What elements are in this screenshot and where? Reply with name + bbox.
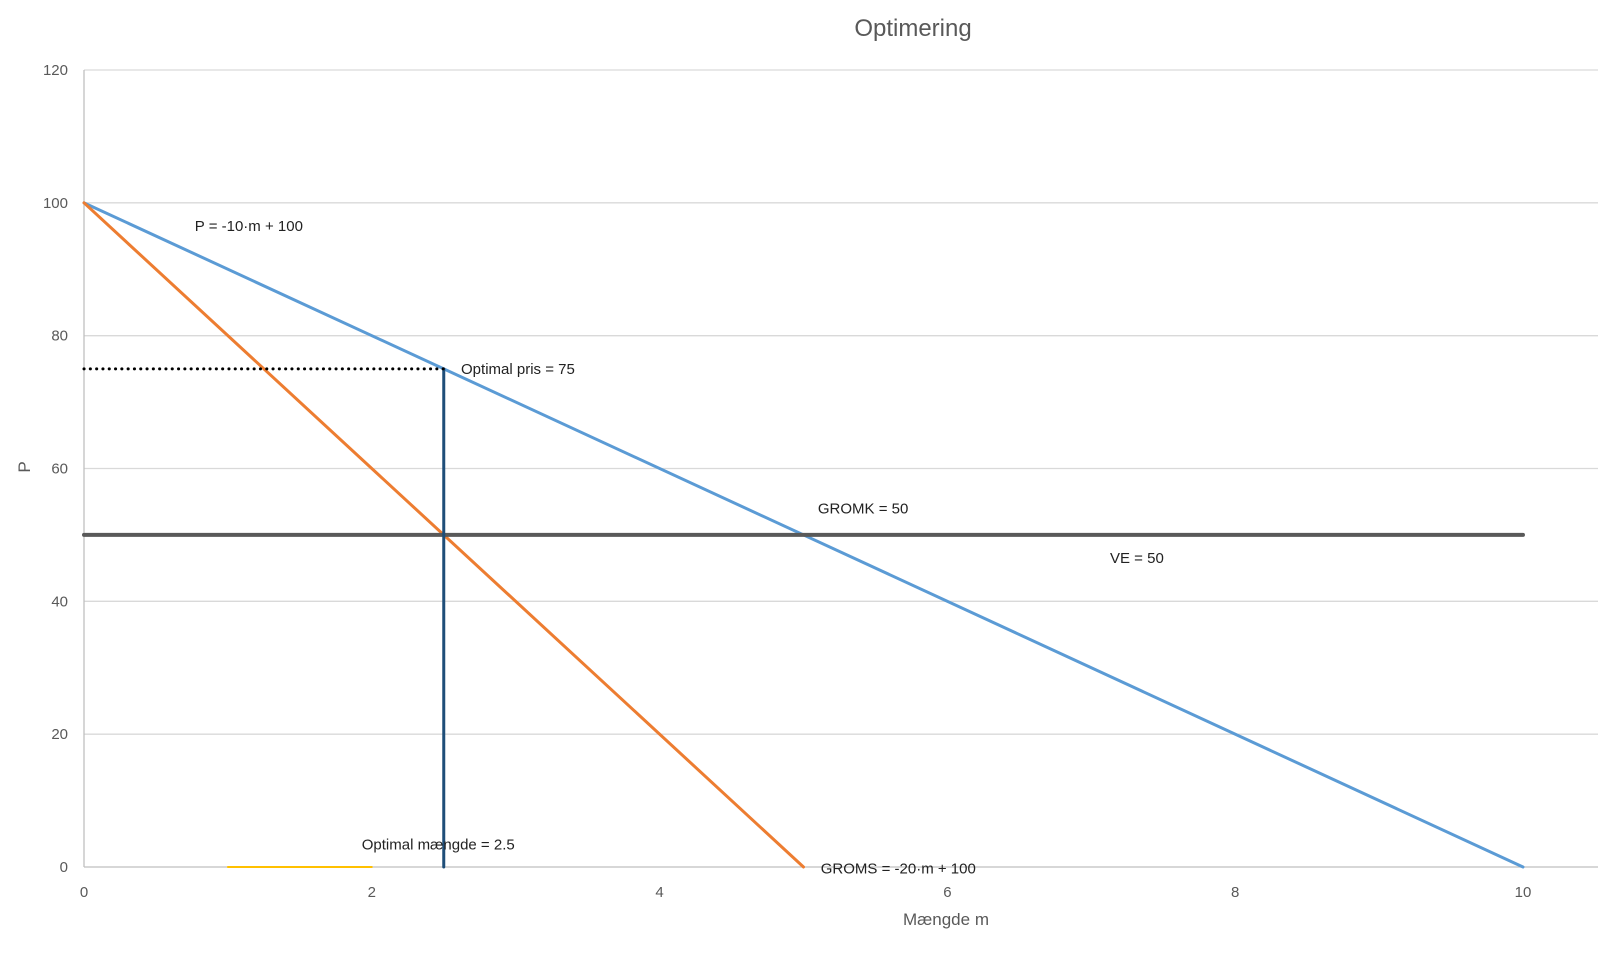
annotation-label: GROMS = -20·m + 100 bbox=[821, 860, 976, 877]
x-tick-label: 8 bbox=[1231, 884, 1239, 901]
x-tick-label: 4 bbox=[655, 884, 663, 901]
annotation-label: Optimal mængde = 2.5 bbox=[362, 836, 515, 853]
y-tick-label: 100 bbox=[43, 195, 68, 212]
annotation-layer: P = -10·m + 100 Optimal pris = 75 GROMK = … bbox=[195, 218, 1164, 877]
x-tick-label: 0 bbox=[80, 884, 88, 901]
y-tick-label: 60 bbox=[51, 461, 68, 478]
x-axis-title: Mængde m bbox=[903, 910, 989, 929]
annotation-label: P = -10·m + 100 bbox=[195, 218, 303, 235]
chart-title: Optimering bbox=[854, 15, 971, 42]
y-tick-label: 40 bbox=[51, 593, 68, 610]
y-tick-label: 80 bbox=[51, 328, 68, 345]
x-tick-label: 10 bbox=[1515, 884, 1532, 901]
annotation-label: Optimal pris = 75 bbox=[461, 361, 575, 378]
series-layer bbox=[82, 201, 1525, 869]
x-tick-label: 2 bbox=[368, 884, 376, 901]
y-tick-label: 120 bbox=[43, 62, 68, 79]
annotation-label: GROMK = 50 bbox=[818, 500, 908, 517]
annotation-label: VE = 50 bbox=[1110, 550, 1164, 567]
x-tick-label: 6 bbox=[943, 884, 951, 901]
y-tick-label: 0 bbox=[60, 859, 68, 876]
grid-layer bbox=[84, 69, 1598, 735]
y-tick-label: 20 bbox=[51, 726, 68, 743]
y-axis-title: P bbox=[15, 461, 34, 472]
